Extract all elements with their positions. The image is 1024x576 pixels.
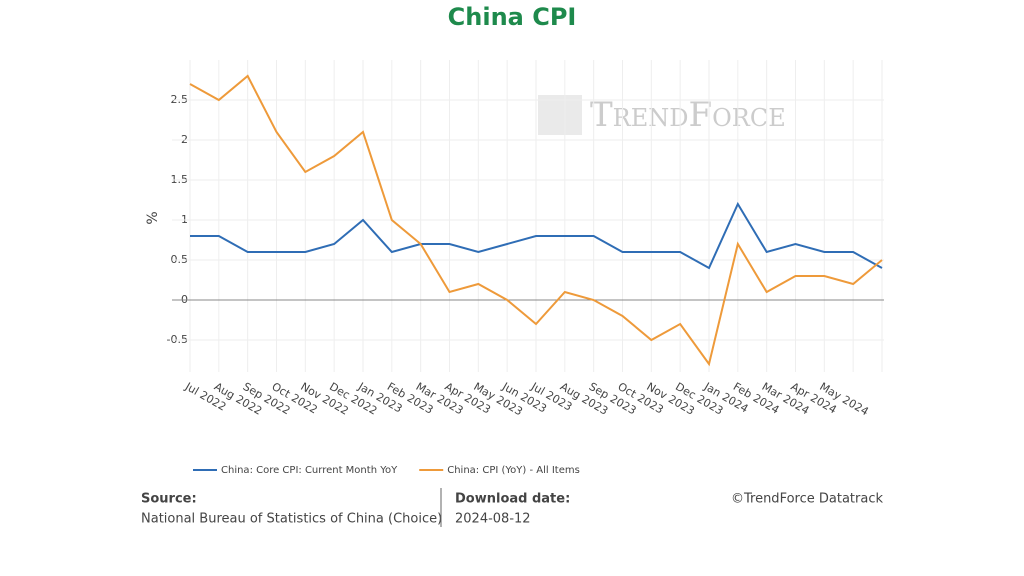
line (189, 74, 883, 367)
watermark-logo (538, 95, 582, 135)
line (190, 201, 883, 270)
date-label: Download date: (455, 492, 570, 507)
source: National Bureau of Statistics of China (… (141, 512, 442, 527)
watermark: TrendForce (590, 95, 786, 135)
chart-title: China CPI (448, 3, 577, 31)
source-label: Source: (141, 492, 197, 507)
y-axis-title: % (145, 211, 161, 224)
legend-label: China: Core CPI: Current Month YoY (221, 465, 398, 476)
date: 2024-08-12 (455, 512, 531, 527)
copyright: ©TrendForce Datatrack (731, 492, 883, 507)
legend-label: China: CPI (YoY) - All Items (447, 465, 580, 476)
